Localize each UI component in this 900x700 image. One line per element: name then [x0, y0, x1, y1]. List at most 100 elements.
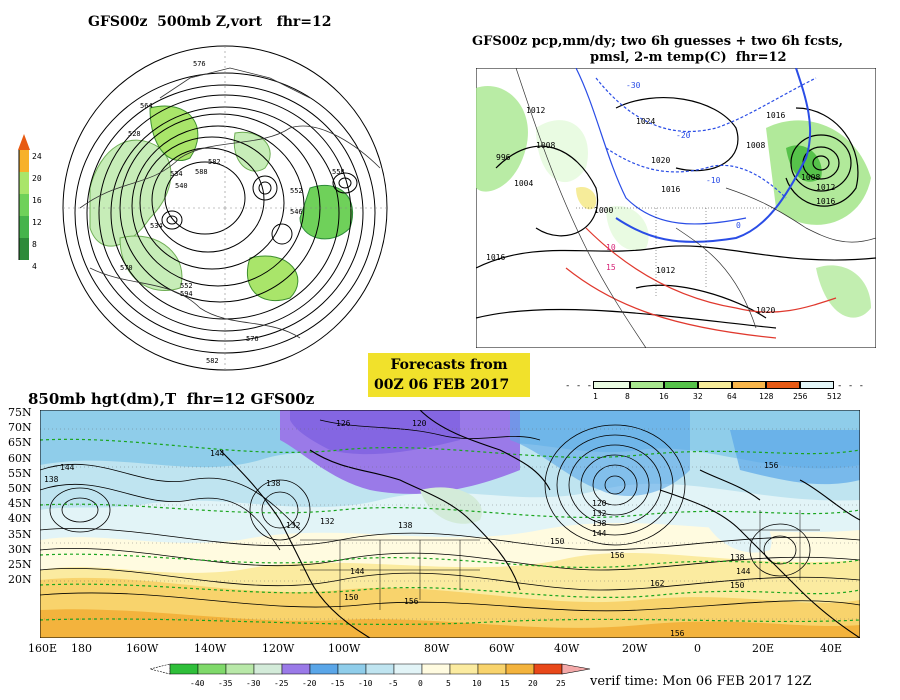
lat-label: 25N [8, 558, 32, 572]
legend-label: 64 [727, 392, 737, 401]
height-label: 162 [650, 579, 665, 588]
height-label: 120 [592, 499, 607, 508]
contour-label: 582 [206, 357, 219, 365]
legend-label: 256 [793, 392, 808, 401]
lon-label: 140W [194, 642, 227, 655]
legend-cell [593, 381, 630, 389]
lat-label: 45N [8, 497, 32, 511]
height-label: 138 [398, 521, 413, 530]
legend-label: 16 [659, 392, 669, 401]
legend-label: 512 [827, 392, 842, 401]
temp-legend-label: -35 [218, 679, 233, 688]
temp-label: -20 [676, 131, 691, 140]
height-label: 138 [266, 479, 281, 488]
scale-label: 16 [32, 196, 42, 205]
temp-legend-label: -20 [302, 679, 317, 688]
lat-label: 65N [8, 436, 32, 450]
legend-cell [800, 381, 834, 389]
polar-500mb-map: 576 564 582 588 558 534 540 552 528 546 … [62, 45, 388, 371]
scale-label: 24 [32, 152, 42, 161]
isobar-label: 1000 [594, 206, 613, 215]
height-label: 138 [730, 553, 745, 562]
vorticity-scale [16, 130, 46, 270]
height-label: 144 [736, 567, 751, 576]
height-label: 156 [764, 461, 779, 470]
lat-label: 55N [8, 466, 32, 480]
temp-legend-label: 0 [418, 679, 423, 688]
height-label: 144 [60, 463, 75, 472]
scale-label: 4 [32, 262, 37, 271]
precip-pmsl-map: 1012 1008 1004 996 1000 1024 1020 1016 1… [476, 68, 876, 348]
temperature-legend-bar [149, 663, 591, 675]
legend-label: 1 [593, 392, 598, 401]
contour-label: 564 [140, 102, 153, 110]
lat-label: 40N [8, 512, 32, 526]
lon-label: 100W [328, 642, 361, 655]
temp-legend-label: -30 [246, 679, 261, 688]
scale-labels: 24 20 16 12 8 4 [32, 146, 42, 278]
lon-label: 160E [28, 642, 58, 655]
height-label: 138 [44, 475, 59, 484]
height-label: 156 [670, 629, 685, 638]
forecast-line1: Forecasts from [390, 357, 508, 373]
lon-label: 0 [694, 642, 701, 655]
contour-label: 540 [175, 182, 188, 190]
height-label: 156 [610, 551, 625, 560]
contour-label: 570 [120, 264, 133, 272]
top-right-title-line2: pmsl, 2-m temp(C) fhr=12 [590, 50, 787, 65]
height-label: 120 [412, 419, 427, 428]
height-label: 150 [550, 537, 565, 546]
isobar-label: 1004 [514, 179, 533, 188]
lat-label: 60N [8, 451, 32, 465]
isobar-label: 1012 [526, 106, 545, 115]
contour-label: 576 [193, 60, 206, 68]
bottom-panel-title: 850mb hgt(dm),T fhr=12 GFS00z [28, 390, 315, 408]
lon-label: 80W [424, 642, 450, 655]
contour-label: 594 [180, 290, 193, 298]
isobar-label: 1024 [636, 117, 655, 126]
height-label: 144 [210, 449, 225, 458]
contour-label: 528 [128, 130, 141, 138]
precip-legend: - - - - - - 1 8 16 32 64 128 256 512 [565, 381, 885, 405]
top-left-title: GFS00z 500mb Z,vort fhr=12 [88, 14, 332, 30]
height-label: 132 [286, 521, 301, 530]
latitude-axis: 75N 70N 65N 60N 55N 50N 45N 40N 35N 30N … [8, 405, 32, 587]
temp-label: 0 [736, 221, 741, 230]
isobar-label: 1008 [801, 173, 820, 182]
temp-label: -30 [626, 81, 641, 90]
lon-label: 40W [554, 642, 580, 655]
temp-legend-label: -40 [190, 679, 205, 688]
forecast-line2: 00Z 06 FEB 2017 [374, 377, 510, 393]
height-label: 138 [592, 519, 607, 528]
temp-legend-label: -25 [274, 679, 289, 688]
isobar-label: 1012 [656, 266, 675, 275]
contour-label: 582 [208, 158, 221, 166]
isobar-label: 1016 [766, 111, 785, 120]
scale-label: 8 [32, 240, 37, 249]
temp-legend-label: -15 [330, 679, 345, 688]
lon-label: 120W [262, 642, 295, 655]
legend-arrow-right: - - - [837, 381, 865, 391]
contour-label: 546 [290, 208, 303, 216]
contour-label: 558 [332, 168, 345, 176]
scale-label: 20 [32, 174, 42, 183]
lat-label: 70N [8, 421, 32, 435]
contour-label: 576 [246, 335, 259, 343]
legend-label: 32 [693, 392, 703, 401]
temp-legend-label: 15 [500, 679, 510, 688]
height-label: 132 [592, 509, 607, 518]
longitude-axis: 160E 180 160W 140W 120W 100W 80W 60W 40W… [28, 642, 878, 656]
temp-legend-label: 10 [472, 679, 482, 688]
top-right-title-line1: GFS00z pcp,mm/dy; two 6h guesses + two 6… [472, 34, 844, 49]
isobar-label: 1008 [746, 141, 765, 150]
contour-label: 534 [150, 222, 163, 230]
contour-label: 552 [290, 187, 303, 195]
850mb-map: 144 138 144 138 132 126 120 138 132 144 … [40, 410, 860, 638]
scale-label: 12 [32, 218, 42, 227]
contour-label: 588 [195, 168, 208, 176]
height-label: 144 [592, 529, 607, 538]
lon-label: 60W [489, 642, 515, 655]
isobar-label: 996 [496, 153, 511, 162]
temp-label: 10 [606, 243, 616, 252]
lat-label: 35N [8, 527, 32, 541]
